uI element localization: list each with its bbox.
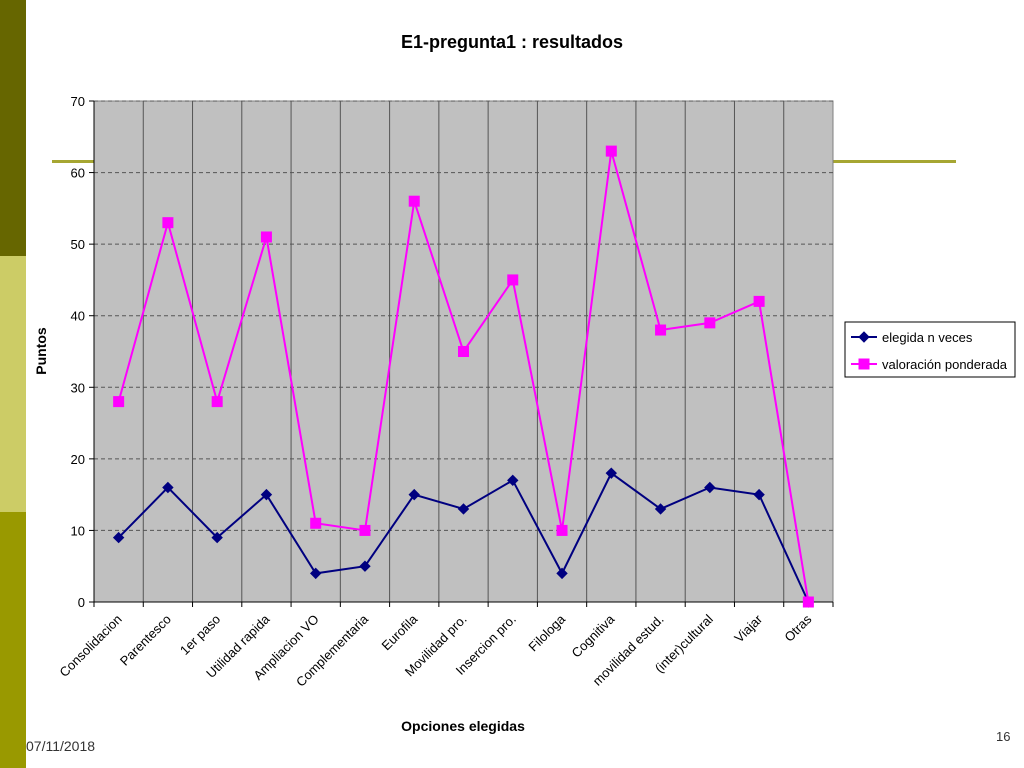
y-tick-label: 0: [78, 595, 85, 610]
series-2-point: [310, 517, 322, 529]
series-1-point: [753, 488, 765, 501]
series-2-point: [507, 274, 519, 286]
series-2-point: [753, 295, 765, 307]
series-1-point: [556, 567, 568, 580]
chart-grid: [94, 100, 833, 602]
x-tick-label: Viajar: [731, 611, 765, 645]
y-tick-label: 70: [71, 94, 85, 109]
y-axis-label: Puntos: [33, 327, 49, 375]
legend-marker-1: [858, 331, 870, 343]
y-tick-label: 60: [71, 166, 85, 181]
series-layer: [112, 145, 815, 608]
decor-bar-top: [0, 0, 26, 256]
series-1-point: [260, 488, 273, 501]
x-tick-label: Otras: [781, 611, 814, 644]
x-tick-label: Parentesco: [117, 612, 174, 669]
x-tick-label: Consolidacion: [56, 612, 124, 680]
series-2-point: [211, 396, 223, 408]
x-tick-label: Eurofila: [379, 611, 421, 653]
series-1-point: [704, 481, 716, 494]
y-tick-label: 20: [71, 452, 85, 467]
series-2-point: [408, 195, 420, 207]
series-1-point: [309, 567, 322, 580]
series-1-point: [605, 467, 618, 479]
series-1-point: [408, 488, 420, 501]
series-1-point: [457, 503, 470, 515]
y-tick-label: 30: [71, 380, 85, 395]
chart-title: E1-pregunta1 : resultados: [401, 32, 623, 52]
decor-bar-bottom: [0, 512, 26, 768]
series-2-point: [359, 524, 371, 536]
x-tick-label: Cognitiva: [568, 611, 617, 660]
series-2-point: [605, 145, 617, 157]
series-2-point: [458, 346, 469, 357]
x-tick-label: 1er paso: [177, 612, 223, 658]
series-2-point: [113, 396, 125, 408]
series-1-point: [654, 503, 667, 515]
series-2-point: [260, 231, 272, 243]
legend-marker-2: [858, 358, 870, 370]
page-number: 16: [996, 729, 1011, 744]
series-1-point: [162, 481, 174, 494]
y-tick-label: 40: [71, 309, 85, 324]
series-1-point: [112, 531, 125, 544]
legend-box: [844, 321, 1016, 378]
x-axis-label: Opciones elegidas: [401, 718, 525, 734]
legend-label-1: elegida n veces: [882, 330, 973, 345]
series-1-point: [507, 474, 519, 487]
footer-date: 07/11/2018: [26, 738, 96, 754]
decor-bar-middle: [0, 256, 26, 512]
series-2-point: [162, 217, 174, 229]
series-1-point: [211, 531, 223, 544]
series-1-point: [359, 560, 371, 572]
series-2-point: [655, 324, 667, 336]
legend-label-2: valoración ponderada: [882, 357, 1008, 372]
series-2-point: [556, 524, 568, 536]
y-tick-label: 50: [71, 237, 85, 252]
x-tick-label: Filologa: [525, 611, 568, 654]
series-2-point: [802, 596, 814, 608]
series-2-point: [704, 317, 716, 329]
legend: elegida n veces valoración ponderada: [844, 321, 1016, 378]
y-tick-label: 10: [71, 523, 85, 538]
